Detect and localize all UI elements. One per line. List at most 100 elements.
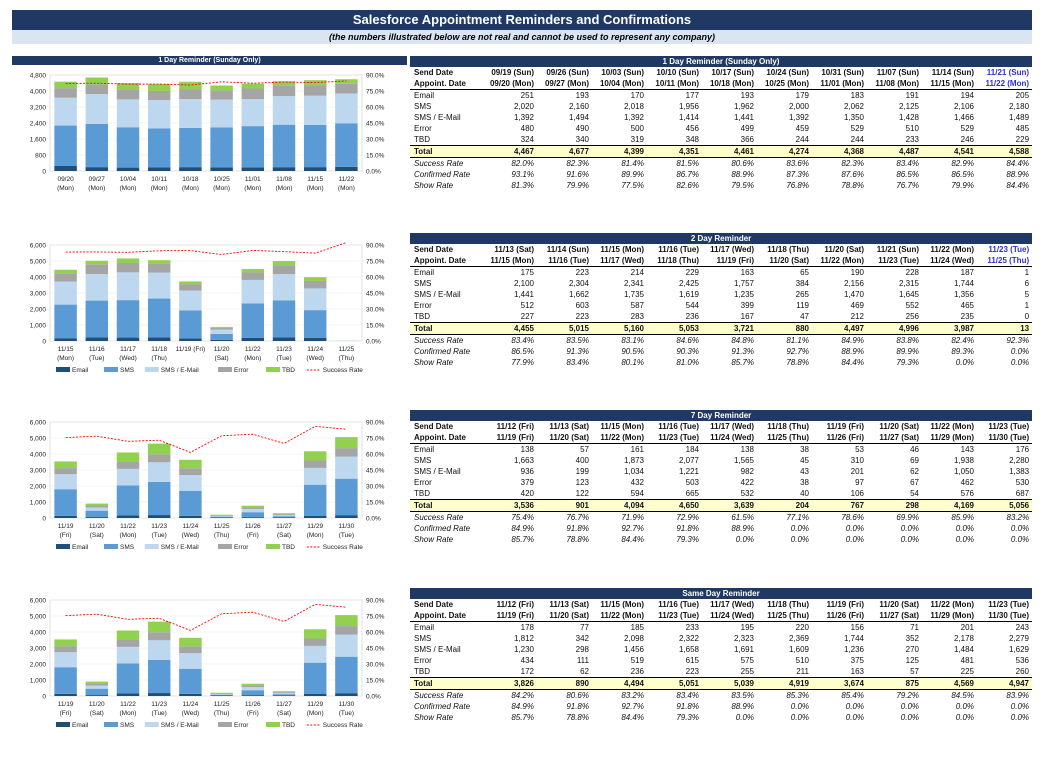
cell-error: 422 <box>740 478 754 487</box>
bar-sms <box>210 516 233 518</box>
chart-svg: 0 1,000 2,000 3,000 4,000 5,000 6,000 0.0% 15.0%… <box>30 242 385 373</box>
table-row-send: Send Date 11/12 (Fri) 11/13 (Sat) 11/15 (Mo… <box>410 421 1032 432</box>
cell-sms_email: 1,735 <box>623 290 644 299</box>
table-row-success: Success Rate 82.0% 82.3% 81.4% 81.5% 80.6% 83.… <box>410 158 1032 170</box>
cell-error: 536 <box>1015 656 1030 665</box>
cell-tbd: 236 <box>630 667 644 676</box>
y2-tick-label: 45.0% <box>366 468 385 475</box>
cell-success: 84.6% <box>676 336 699 345</box>
cell-total: 3,987 <box>922 322 977 335</box>
cell-show: 0.0% <box>955 713 974 722</box>
cell-confirmed: 86.5% <box>951 170 974 179</box>
cell-show: 0.0% <box>1010 535 1030 544</box>
cell-email: 38 <box>800 445 809 454</box>
y2-tick-label: 0.0% <box>366 169 381 176</box>
cell-tbd: 366 <box>740 135 754 144</box>
table-row-error: Error 434 111 519 615 575 510 375 125 481 536 <box>410 655 1032 666</box>
legend-swatch <box>104 722 118 727</box>
bar-sms <box>303 662 327 694</box>
cell-appt: 11/25 (Thu) <box>977 255 1033 267</box>
bar-email <box>85 337 109 341</box>
cell-appt: 11/25 (Thu) <box>757 610 812 622</box>
cell-tbd: 229 <box>1015 135 1030 144</box>
bar-tbd <box>179 637 202 647</box>
table-row-appt: Appoint. Date 09/20 (Mon) 09/27 (Mon) 10/04… <box>410 78 1033 90</box>
row-label: SMS / E-Mail <box>414 290 461 299</box>
cell-tbd: 687 <box>1015 489 1030 498</box>
cell-send: 11/14 (Sun) <box>931 68 974 77</box>
row-label: SMS <box>414 279 432 288</box>
bar-sms <box>147 481 171 516</box>
cell-confirmed: 0.0% <box>845 524 864 533</box>
cell-tbd: 227 <box>520 312 534 321</box>
bar-sms <box>116 127 140 168</box>
bar-tbd <box>210 692 233 694</box>
cell-send: 11/20 (Sat) <box>879 600 919 609</box>
legend-swatch <box>104 544 118 549</box>
cell-tbd: 348 <box>685 135 699 144</box>
cell-sms_email: 1,645 <box>898 290 919 299</box>
table-row-sms_email: SMS / E-Mail 936 199 1,034 1,221 982 43 201 62 1,… <box>410 466 1032 477</box>
x-tick-label: 11/20 <box>89 523 105 530</box>
cell-total: 901 <box>537 499 592 512</box>
bar-error <box>303 460 327 468</box>
x-tick-label: 11/17 <box>120 346 136 353</box>
bar-tbd <box>241 505 265 508</box>
x-tick-label: 11/27 <box>276 523 292 530</box>
cell-confirmed: 84.9% <box>511 524 534 533</box>
cell-show: 77.9% <box>511 358 534 367</box>
x-tick-label: 11/16 <box>89 346 105 353</box>
bar-email <box>210 517 233 518</box>
cell-show: 84.4% <box>621 713 644 722</box>
cell-total: 4,919 <box>757 677 812 690</box>
x-tick-label: (Mon) <box>120 532 137 539</box>
cell-error: 432 <box>630 478 644 487</box>
y-tick-label: 3,000 <box>30 646 47 653</box>
cell-email: 184 <box>685 445 699 454</box>
bar-sms_email <box>54 281 77 305</box>
cell-sms_email: 1,609 <box>788 645 809 654</box>
y-tick-label: 6,000 <box>30 243 47 250</box>
legend-swatch <box>56 722 70 727</box>
cell-confirmed: 91.8% <box>566 702 589 711</box>
x-tick-label: (Mon) <box>88 185 105 192</box>
table-row-sms_email: SMS / E-Mail 1,392 1,494 1,392 1,414 1,441 1,3… <box>410 112 1032 123</box>
cell-show: 85.7% <box>511 535 534 544</box>
cell-email: 183 <box>850 91 864 100</box>
cell-email: 178 <box>520 623 534 632</box>
cell-send: 11/21 (Sun) <box>986 68 1030 77</box>
cell-send: 11/18 (Thu) <box>767 600 809 609</box>
cell-sms: 1,744 <box>953 279 974 288</box>
cell-sms_email: 1,383 <box>1009 467 1030 476</box>
table-row-sms: SMS 1,663 400 1,873 2,077 1,565 45 310 69 1,938 2,… <box>410 455 1032 466</box>
cell-appt: 11/30 (Tue) <box>977 610 1033 622</box>
table-row-error: Error 480 490 500 456 499 459 529 510 529 485 <box>410 123 1032 134</box>
bar-sms <box>179 668 202 694</box>
bar-tbd <box>116 452 140 462</box>
cell-send: 11/21 (Sun) <box>876 245 919 254</box>
cell-show: 0.0% <box>845 713 864 722</box>
cell-success: 75.4% <box>511 513 534 522</box>
x-tick-label: 11/22 <box>120 701 136 708</box>
cell-error: 490 <box>575 124 589 133</box>
cell-appt: 11/20 (Sat) <box>537 610 592 622</box>
cell-total: 3,721 <box>702 322 757 335</box>
cell-confirmed: 91.8% <box>676 702 699 711</box>
cell-error: 552 <box>905 301 919 310</box>
bar-sms <box>303 125 327 168</box>
cell-tbd: 223 <box>685 667 699 676</box>
cell-sms: 6 <box>1024 279 1030 288</box>
x-tick-label: 11/24 <box>183 523 199 530</box>
bar-error <box>85 264 109 274</box>
chart-svg: 0 1,000 2,000 3,000 4,000 5,000 6,000 0.0% 15.0%… <box>30 420 385 551</box>
row-label: SMS / E-Mail <box>414 645 461 654</box>
cell-tbd: 246 <box>960 135 974 144</box>
bar-sms_email <box>116 468 140 486</box>
cell-sms: 1,873 <box>623 456 644 465</box>
x-tick-label: (Fri) <box>60 710 72 717</box>
cell-error: 399 <box>740 301 754 310</box>
y2-tick-label: 75.0% <box>366 89 385 96</box>
cell-tbd: 235 <box>960 312 974 321</box>
cell-success: 82.9% <box>951 159 974 168</box>
cell-total: 890 <box>537 677 592 690</box>
